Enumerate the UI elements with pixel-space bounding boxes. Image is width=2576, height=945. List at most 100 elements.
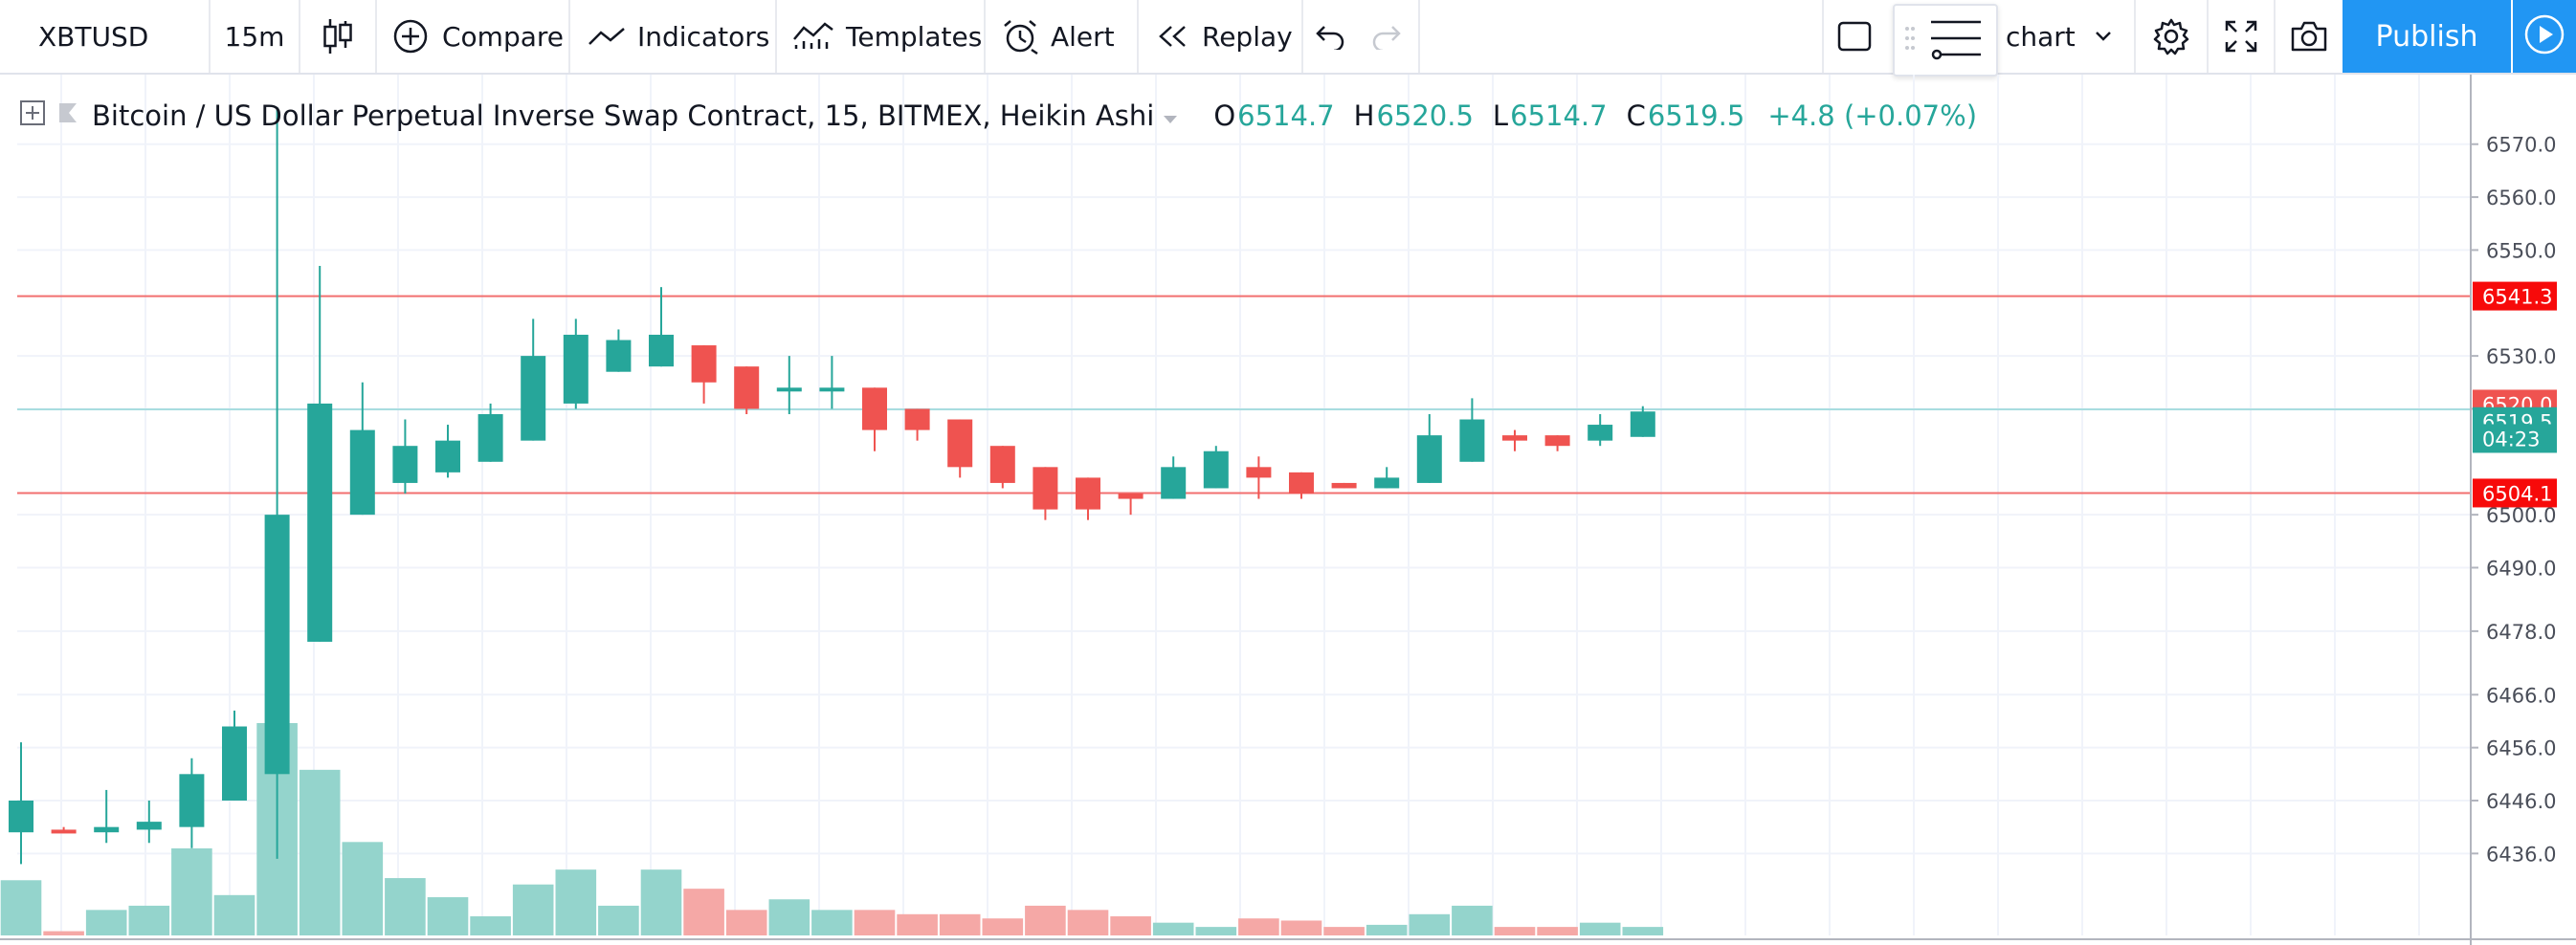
horizontal-lines[interactable]: [17, 295, 2471, 494]
candle-body: [947, 419, 973, 468]
candle-body: [477, 413, 503, 462]
candle-body: [94, 826, 120, 833]
price-axis[interactable]: 6570.06560.06550.06530.06520.06500.06490…: [0, 75, 2576, 945]
price-tick-label: 6466.0: [2486, 684, 2556, 707]
candle[interactable]: [1374, 467, 1400, 489]
publish-button[interactable]: Publish: [2343, 0, 2511, 73]
drag-handle-icon[interactable]: [1904, 23, 1916, 57]
flag-icon[interactable]: [56, 99, 80, 133]
floating-drawing-toolbar[interactable]: [1893, 4, 1998, 77]
undo-button[interactable]: [1303, 0, 1357, 73]
series-legend[interactable]: Bitcoin / US Dollar Perpetual Inverse Sw…: [19, 94, 1977, 138]
candle[interactable]: [1459, 398, 1485, 462]
candle[interactable]: [1289, 472, 1314, 499]
candle[interactable]: [136, 800, 162, 844]
candle[interactable]: [222, 710, 247, 801]
redo-button[interactable]: [1357, 0, 1416, 73]
candle-body: [1630, 411, 1655, 437]
price-tag[interactable]: [2473, 478, 2557, 508]
chevron-down-icon[interactable]: [1162, 99, 1179, 132]
volume-bar: [1195, 927, 1237, 935]
candle[interactable]: [649, 287, 674, 367]
candle[interactable]: [1161, 456, 1187, 499]
replay-button[interactable]: Replay: [1139, 0, 1301, 73]
play-icon: [2523, 13, 2565, 59]
candle[interactable]: [521, 319, 546, 441]
price-tag[interactable]: [2473, 281, 2557, 311]
price-tag[interactable]: [2473, 424, 2557, 453]
volume-bar: [1238, 918, 1279, 935]
candle[interactable]: [1630, 406, 1655, 437]
volume-bar: [1110, 916, 1151, 935]
candle[interactable]: [947, 419, 973, 478]
price-chart[interactable]: 6570.06560.06550.06530.06520.06500.06490…: [0, 75, 2576, 945]
gear-icon: [2152, 17, 2190, 55]
candle[interactable]: [1246, 456, 1272, 499]
chart-area[interactable]: 6570.06560.06550.06530.06520.06500.06490…: [0, 75, 2576, 945]
candle[interactable]: [435, 425, 460, 478]
interval-button[interactable]: 15m: [211, 0, 299, 73]
candles[interactable]: [9, 107, 1655, 865]
interval-label: 15m: [224, 20, 285, 53]
candle[interactable]: [691, 345, 717, 404]
volume-bar: [213, 894, 255, 935]
candle[interactable]: [1502, 429, 1527, 451]
candle-body: [51, 829, 77, 834]
compare-label: Compare: [442, 20, 565, 53]
compare-button[interactable]: Compare: [377, 0, 568, 73]
low-label: L: [1492, 99, 1509, 132]
candles-icon: [322, 17, 354, 55]
candle-body: [989, 446, 1015, 483]
chart-style-button[interactable]: [300, 0, 375, 73]
candle[interactable]: [9, 742, 33, 865]
candle[interactable]: [264, 107, 290, 859]
indicators-button[interactable]: Indicators: [570, 0, 775, 73]
candle[interactable]: [1076, 477, 1100, 520]
volume-bar: [725, 910, 767, 935]
candle[interactable]: [989, 446, 1015, 489]
snapshot-button[interactable]: [2276, 0, 2343, 73]
volume-bar: [470, 916, 511, 935]
candle[interactable]: [477, 403, 503, 462]
settings-button[interactable]: [2136, 0, 2207, 73]
candle-body: [1289, 472, 1314, 494]
candle[interactable]: [1416, 413, 1442, 483]
candle[interactable]: [563, 319, 588, 409]
candle[interactable]: [1203, 446, 1229, 489]
candle[interactable]: [606, 329, 632, 372]
toolbar-divider: [1418, 0, 1420, 73]
fullscreen-button[interactable]: [2209, 0, 2274, 73]
candle[interactable]: [94, 789, 120, 844]
candle[interactable]: [179, 758, 205, 848]
candle[interactable]: [1033, 467, 1058, 520]
candle[interactable]: [392, 419, 418, 494]
play-button[interactable]: [2513, 0, 2576, 73]
candle-body: [819, 387, 845, 392]
hamburger-lines-icon[interactable]: [1929, 14, 1983, 66]
candle-body: [776, 387, 802, 392]
candle[interactable]: [776, 356, 802, 414]
candle[interactable]: [349, 382, 375, 516]
toolbar-divider: [2274, 0, 2276, 73]
templates-button[interactable]: Templates: [777, 0, 984, 73]
layout-menu-button[interactable]: chart: [2000, 0, 2134, 73]
rectangle-icon: [1836, 20, 1873, 53]
alert-button[interactable]: Alert: [986, 0, 1137, 73]
candle[interactable]: [1588, 413, 1613, 447]
symbol-search[interactable]: XBTUSD: [0, 0, 209, 73]
toolbar-divider: [299, 0, 300, 73]
candle[interactable]: [1118, 494, 1144, 516]
rectangle-select-button[interactable]: [1824, 0, 1885, 73]
candle[interactable]: [819, 356, 845, 409]
candle[interactable]: [1331, 482, 1357, 489]
price-tick-label: 6478.0: [2486, 621, 2556, 644]
candle[interactable]: [904, 408, 930, 441]
toolbar-divider: [775, 0, 777, 73]
candle[interactable]: [307, 266, 333, 642]
candle[interactable]: [734, 366, 760, 414]
candle-body: [734, 366, 760, 409]
candle[interactable]: [1544, 435, 1570, 451]
candle[interactable]: [862, 387, 887, 451]
expand-legend-icon[interactable]: [19, 99, 46, 133]
candle[interactable]: [51, 826, 77, 834]
